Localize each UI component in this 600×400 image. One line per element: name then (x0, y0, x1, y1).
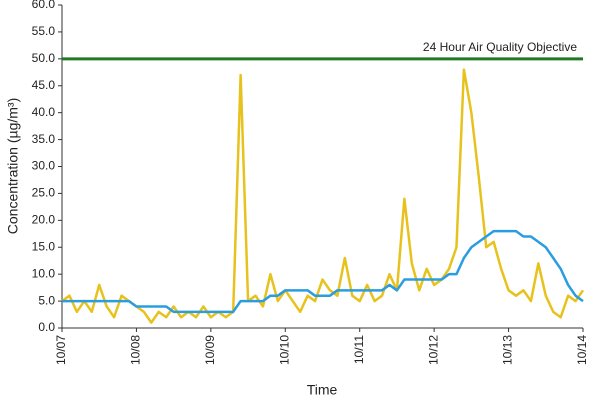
y-axis-title: Concentration (µg/m³) (5, 98, 21, 234)
y-tick-label: 45.0 (32, 78, 56, 92)
y-tick-label: 10.0 (32, 266, 56, 280)
data-line (62, 229, 584, 314)
y-tick-label: 60.0 (32, 0, 56, 11)
y-tick-label: 0.0 (38, 320, 55, 334)
y-tick-label: 55.0 (32, 24, 56, 38)
x-tick-label: 10/11 (352, 335, 366, 364)
x-tick-label: 10/07 (54, 335, 68, 365)
y-tick-label: 15.0 (32, 239, 56, 253)
data-line (61, 68, 585, 324)
y-tick-label: 35.0 (32, 132, 56, 146)
x-tick-label: 10/09 (203, 335, 217, 365)
x-tick-label: 10/13 (501, 335, 515, 365)
y-tick-label: 5.0 (38, 293, 55, 307)
y-tick-label: 20.0 (32, 213, 56, 227)
x-tick-label: 10/14 (575, 335, 589, 365)
y-tick-label: 40.0 (32, 105, 56, 119)
y-tick-label: 25.0 (32, 186, 56, 200)
objective-label: 24 Hour Air Quality Objective (423, 40, 577, 54)
y-tick-label: 50.0 (32, 51, 56, 65)
x-axis-title: Time (307, 382, 338, 398)
y-tick-label: 30.0 (32, 159, 56, 173)
x-tick-label: 10/10 (277, 335, 291, 365)
x-tick-label: 10/08 (129, 335, 143, 365)
x-tick-label: 10/12 (426, 335, 440, 365)
